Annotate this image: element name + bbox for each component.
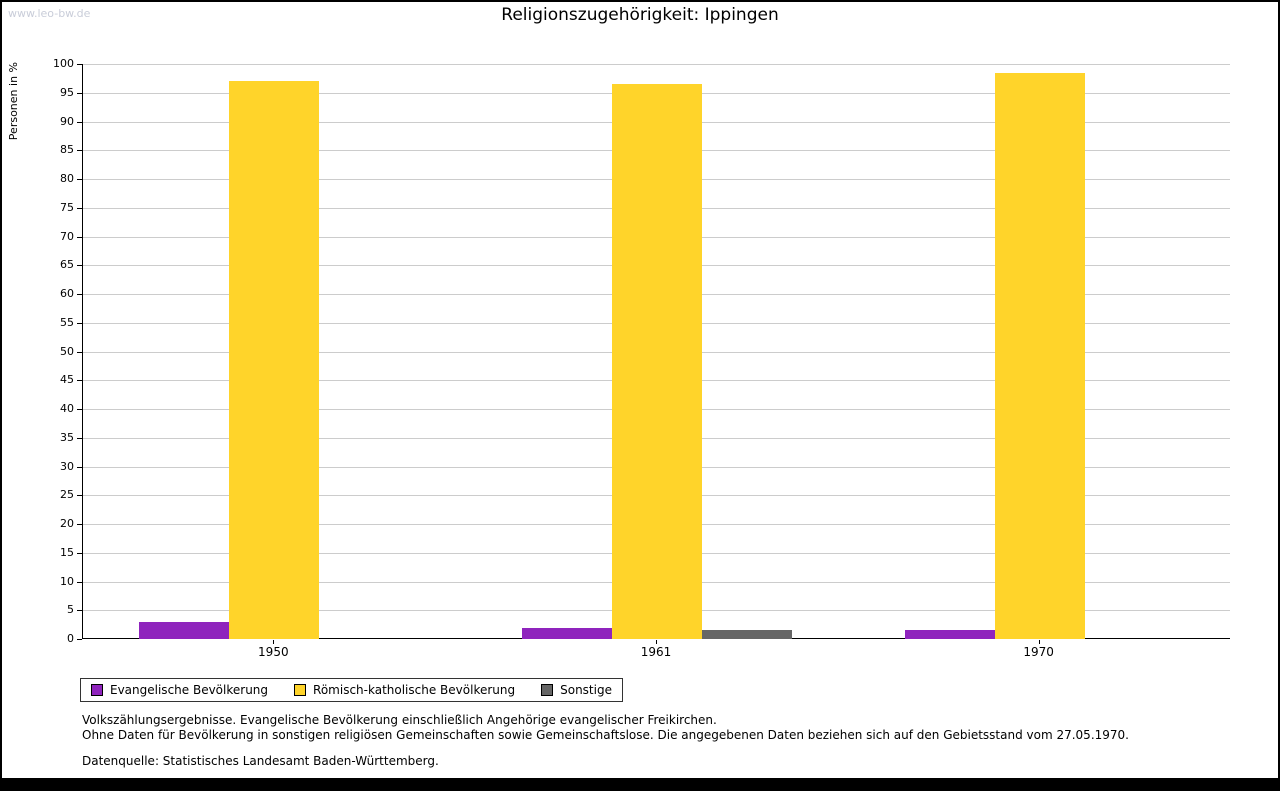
x-axis-tick: [656, 640, 657, 644]
y-axis-label: 45: [60, 373, 74, 387]
bar-r-misch-katholische-bev-lkerung-1970: [994, 72, 1085, 639]
bar-sonstige-1961: [702, 630, 792, 639]
y-axis-tick: [77, 610, 82, 612]
footnotes: Volkszählungsergebnisse. Evangelische Be…: [82, 713, 1129, 769]
bar-r-misch-katholische-bev-lkerung-1950: [229, 81, 320, 639]
legend-swatch: [541, 684, 554, 696]
y-axis-label: 40: [60, 402, 74, 415]
y-axis-tick: [77, 380, 82, 382]
y-axis-label: 10: [60, 574, 74, 588]
y-axis-label: 85: [60, 143, 74, 157]
y-axis-label: 0: [67, 632, 74, 645]
footnote-line-2: Ohne Daten für Bevölkerung in sonstigen …: [82, 728, 1129, 742]
y-axis-tick: [77, 581, 82, 583]
legend-item-sonstige: Sonstige: [541, 683, 612, 697]
bar-evangelische-bev-lkerung-1970: [904, 630, 995, 639]
y-axis-tick: [77, 294, 82, 295]
plot-area: [82, 64, 1230, 639]
y-axis-label: 15: [60, 545, 74, 559]
y-axis-tick: [77, 495, 82, 497]
legend-label: Evangelische Bevölkerung: [110, 683, 269, 697]
y-axis-tick: [77, 121, 82, 123]
y-axis-tick: [77, 437, 82, 439]
legend-item-r-misch-katholische-bev-lkerung: Römisch-katholische Bevölkerung: [294, 683, 515, 697]
y-axis-tick: [77, 179, 82, 180]
y-axis-tick: [77, 466, 82, 468]
y-axis-tick: [77, 639, 82, 640]
y-axis-tick: [77, 524, 82, 525]
y-axis-tick: [77, 207, 82, 209]
legend-swatch: [91, 684, 103, 696]
y-axis-label: 100: [53, 57, 74, 70]
gridline: [83, 64, 1230, 65]
y-axis-label: 80: [60, 172, 74, 185]
chart-title: Religionszugehörigkeit: Ippingen: [501, 5, 779, 25]
legend-label: Sonstige: [560, 683, 612, 697]
y-axis-label: 30: [60, 459, 74, 473]
x-axis-label: 1970: [1023, 645, 1054, 659]
data-source: Datenquelle: Statistisches Landesamt Bad…: [82, 754, 439, 768]
legend-label: Römisch-katholische Bevölkerung: [313, 683, 516, 697]
y-axis-label: 55: [60, 315, 74, 329]
legend-item-evangelische-bev-lkerung: Evangelische Bevölkerung: [91, 683, 268, 697]
y-axis-tick: [77, 236, 82, 238]
y-axis-label: 60: [60, 287, 74, 300]
y-axis-label: 50: [60, 344, 74, 358]
y-axis-label: 20: [60, 517, 74, 530]
legend: Evangelische Bevölkerung Römisch-katholis…: [80, 678, 623, 702]
x-axis-tick: [273, 640, 275, 644]
bar-evangelische-bev-lkerung-1950: [139, 621, 230, 639]
y-axis-tick: [77, 265, 82, 267]
bar-evangelische-bev-lkerung-1961: [522, 627, 612, 639]
y-axis-label: 65: [60, 258, 74, 272]
y-axis-label: 70: [60, 229, 74, 243]
footnote-line-1: Volkszählungsergebnisse. Evangelische Be…: [82, 713, 717, 727]
y-axis-title: Personen in %: [7, 62, 20, 141]
x-axis-label: 1950: [258, 645, 289, 659]
y-axis-tick: [77, 64, 82, 65]
y-axis-tick: [77, 552, 82, 554]
y-axis-label: 90: [60, 114, 74, 128]
legend-swatch: [294, 684, 307, 696]
y-axis-label: 5: [67, 603, 74, 617]
y-axis-label: 95: [60, 85, 74, 99]
y-axis-tick: [77, 409, 82, 410]
x-axis-label: 1961: [640, 645, 672, 659]
y-axis-label: 35: [60, 430, 74, 444]
y-axis-tick: [77, 351, 82, 353]
y-axis-tick: [77, 92, 82, 94]
y-axis-label: 25: [60, 488, 74, 502]
bottom-border-bar: [2, 778, 1278, 789]
y-axis-tick: [77, 150, 82, 152]
x-axis-tick: [1038, 640, 1040, 644]
y-axis-tick: [77, 322, 82, 324]
bar-r-misch-katholische-bev-lkerung-1961: [612, 84, 702, 639]
watermark: www.leo-bw.de: [8, 7, 91, 20]
y-axis-label: 75: [60, 200, 74, 214]
